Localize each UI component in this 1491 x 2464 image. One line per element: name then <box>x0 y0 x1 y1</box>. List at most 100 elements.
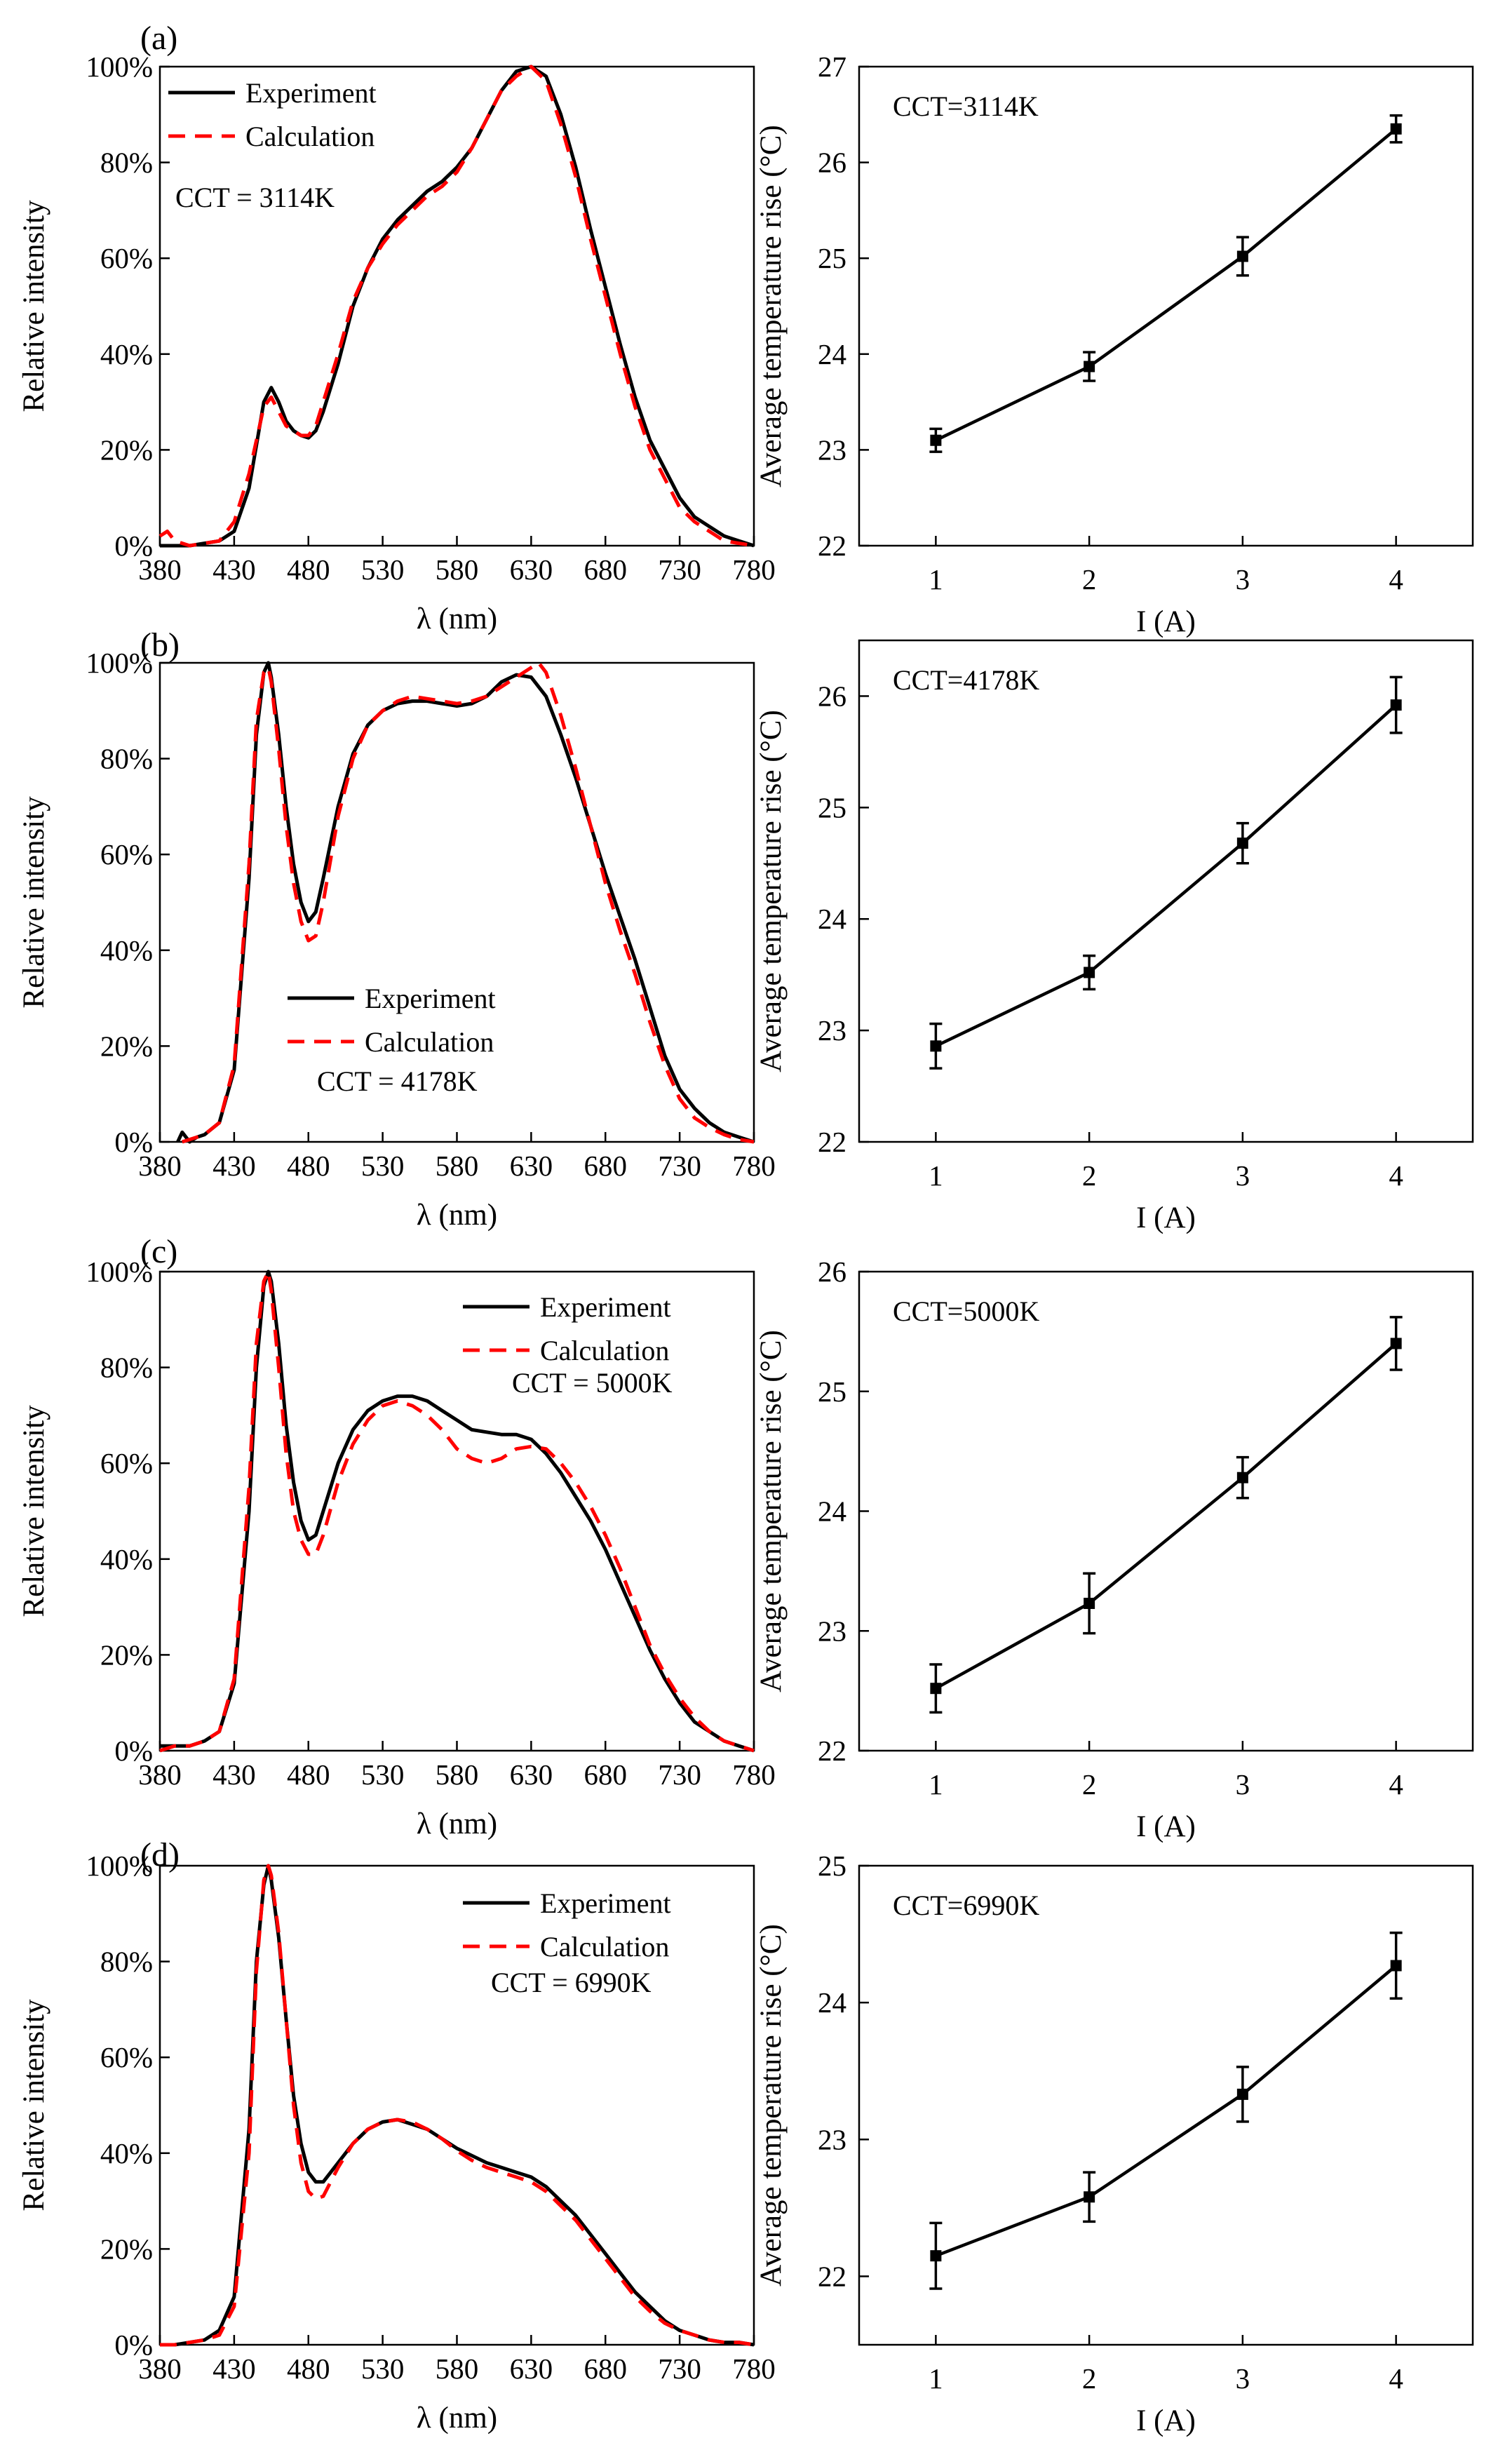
x-tick-label: 2 <box>1082 1159 1097 1192</box>
x-tick-label: 480 <box>287 1758 330 1791</box>
x-tick-label: 380 <box>138 2352 182 2385</box>
y-axis-title: Relative intensity <box>18 796 50 1009</box>
x-tick-label: 530 <box>361 553 405 586</box>
x-tick-label: 730 <box>658 2352 701 2385</box>
cct-annotation: CCT=6990K <box>893 1890 1039 1921</box>
y-tick-label: 100% <box>86 647 153 679</box>
x-axis-title: λ (nm) <box>417 1199 497 1232</box>
y-axis-title: Relative intensity <box>18 200 50 412</box>
data-point <box>1236 837 1248 849</box>
cct-annotation: CCT = 5000K <box>512 1367 673 1399</box>
x-tick-label: 630 <box>510 1758 553 1791</box>
x-tick-label: 3 <box>1236 1768 1250 1800</box>
x-tick-label: 2 <box>1082 2362 1097 2395</box>
x-axis-title: I (A) <box>1136 605 1196 638</box>
y-tick-label: 0% <box>114 1735 153 1767</box>
x-tick-label: 1 <box>929 2362 943 2395</box>
x-tick-label: 4 <box>1389 1159 1403 1192</box>
y-tick-label: 24 <box>818 903 846 935</box>
x-axis-title: I (A) <box>1136 1810 1196 1843</box>
y-tick-label: 22 <box>818 530 846 562</box>
y-axis-title: Average temperature rise (°C) <box>755 125 788 487</box>
y-tick-label: 100% <box>86 51 153 83</box>
x-tick-label: 2 <box>1082 563 1097 595</box>
x-tick-label: 580 <box>436 1758 479 1791</box>
y-axis-title: Relative intensity <box>18 1405 50 1617</box>
panel-label: (c) <box>140 1233 177 1270</box>
temperature-series-line <box>935 1964 1398 2258</box>
x-tick-label: 430 <box>212 2352 256 2385</box>
y-axis-title: Average temperature rise (°C) <box>755 1924 788 2287</box>
x-tick-label: 780 <box>732 2352 776 2385</box>
y-tick-label: 26 <box>818 1255 846 1288</box>
y-tick-label: 0% <box>114 1126 153 1158</box>
x-tick-label: 680 <box>584 2352 628 2385</box>
y-tick-label: 0% <box>114 2329 153 2361</box>
data-point <box>930 1683 942 1695</box>
x-axis-title: I (A) <box>1136 1201 1196 1234</box>
legend-experiment-label: Experiment <box>540 1291 671 1323</box>
data-point <box>930 434 942 446</box>
y-tick-label: 26 <box>818 147 846 179</box>
temperature-plot-frame <box>858 65 1474 547</box>
y-tick-label: 60% <box>100 2041 153 2073</box>
y-tick-label: 22 <box>818 2260 846 2292</box>
y-tick-label: 60% <box>100 242 153 274</box>
y-tick-label: 25 <box>818 242 846 274</box>
panel-label: (b) <box>140 626 180 664</box>
cct-annotation: CCT=3114K <box>893 90 1039 122</box>
x-axis-title: λ (nm) <box>417 1807 497 1840</box>
y-tick-label: 20% <box>100 1030 153 1062</box>
y-tick-label: 20% <box>100 433 153 466</box>
x-tick-label: 4 <box>1389 2362 1403 2395</box>
y-tick-label: 26 <box>818 680 846 712</box>
calculation-series-line <box>159 1270 755 1753</box>
calculation-series-line <box>182 661 755 1144</box>
x-tick-label: 680 <box>584 1758 628 1791</box>
data-point <box>1084 967 1095 978</box>
x-tick-label: 530 <box>361 2352 405 2385</box>
legend-calculation-label: Calculation <box>365 1026 494 1058</box>
x-tick-label: 1 <box>929 1159 943 1192</box>
y-tick-label: 20% <box>100 2233 153 2265</box>
data-point <box>1390 123 1402 135</box>
x-tick-label: 630 <box>510 1150 553 1182</box>
x-tick-label: 380 <box>138 553 182 586</box>
x-tick-label: 730 <box>658 553 701 586</box>
x-tick-label: 380 <box>138 1150 182 1182</box>
x-tick-label: 4 <box>1389 563 1403 595</box>
x-tick-label: 530 <box>361 1150 405 1182</box>
x-tick-label: 680 <box>584 553 628 586</box>
y-tick-label: 40% <box>100 2137 153 2169</box>
x-tick-label: 430 <box>212 553 256 586</box>
x-tick-label: 780 <box>732 1150 776 1182</box>
cct-annotation: CCT=5000K <box>893 1295 1039 1327</box>
y-tick-label: 25 <box>818 1850 846 1882</box>
legend-experiment-label: Experiment <box>365 983 496 1014</box>
y-tick-label: 80% <box>100 1946 153 1978</box>
x-axis-title: I (A) <box>1136 2404 1196 2437</box>
experiment-series-line <box>160 65 755 548</box>
y-tick-label: 22 <box>818 1126 846 1158</box>
y-tick-label: 80% <box>100 147 153 179</box>
y-tick-label: 40% <box>100 934 153 967</box>
y-tick-label: 80% <box>100 1352 153 1384</box>
data-point <box>1084 2191 1095 2203</box>
x-tick-label: 3 <box>1236 2362 1250 2395</box>
cct-annotation: CCT = 6990K <box>491 1967 652 1998</box>
y-tick-label: 100% <box>86 1850 153 1882</box>
legend-calculation-label: Calculation <box>245 121 375 152</box>
data-point <box>1236 2088 1248 2100</box>
x-tick-label: 380 <box>138 1758 182 1791</box>
y-tick-label: 27 <box>818 51 846 83</box>
x-tick-label: 480 <box>287 1150 330 1182</box>
x-tick-label: 480 <box>287 553 330 586</box>
cct-annotation: CCT = 3114K <box>175 182 335 213</box>
legend-experiment-label: Experiment <box>245 77 377 109</box>
y-tick-label: 0% <box>114 530 153 562</box>
data-point <box>1236 1472 1248 1483</box>
y-tick-label: 24 <box>818 1495 846 1528</box>
x-tick-label: 580 <box>436 1150 479 1182</box>
x-tick-label: 530 <box>361 1758 405 1791</box>
data-point <box>930 1040 942 1052</box>
